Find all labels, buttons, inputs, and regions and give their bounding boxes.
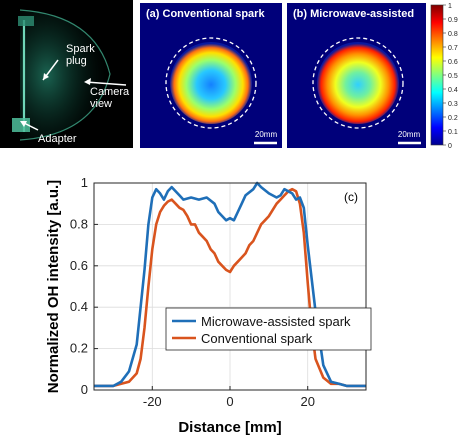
x-tick-label: 0	[226, 394, 233, 409]
legend-label-0: Microwave-assisted spark	[201, 314, 351, 329]
image-a-title: (a) Conventional spark	[146, 8, 265, 20]
camera-view-label: Camera view	[90, 86, 130, 110]
oh-intensity-chart: -20 0 20 0 0.2 0.4 0.6 0.8 1 (c) Distance [mm] N…	[0, 150, 474, 442]
colorbar-svg: 1 0.9 0.8 0.7 0.6 0.5 0.4 0.3 0.2 0.1 0	[430, 3, 458, 148]
adapter-label: Adapter	[38, 133, 77, 145]
chamber-photo: Spark plug Camera view Adapter	[0, 0, 133, 148]
legend-label-1: Conventional spark	[201, 331, 313, 346]
microwave-assisted-image: (b) Microwave-assisted 20mm	[287, 3, 426, 148]
colorbar-tick-label: 0.4	[448, 87, 458, 94]
x-axis-label: Distance [mm]	[178, 419, 281, 436]
intensity-disk-a	[170, 42, 252, 124]
camera-view-arrow	[85, 81, 127, 86]
colorbar: 1 0.9 0.8 0.7 0.6 0.5 0.4 0.3 0.2 0.1 0	[429, 3, 474, 148]
camera-view-arrowhead	[84, 78, 91, 85]
colorbar-tick-label: 0.1	[448, 129, 458, 136]
colorbar-tick-label: 0.7	[448, 45, 458, 52]
colorbar-tick-label: 0	[448, 143, 452, 148]
chamber-photo-svg: Spark plug Camera view Adapter	[0, 0, 133, 148]
y-tick-label: 0.8	[70, 216, 88, 231]
scale-label-b: 20mm	[398, 130, 421, 139]
intensity-disk-b	[317, 42, 399, 124]
y-tick-label: 0.2	[70, 341, 88, 356]
conventional-spark-image: (a) Conventional spark 20mm	[140, 3, 282, 148]
spark-plug-top	[18, 16, 34, 26]
microwave-assisted-svg: (b) Microwave-assisted 20mm	[287, 3, 426, 148]
x-tick-label: 20	[300, 394, 314, 409]
colorbar-tick-label: 0.6	[448, 59, 458, 66]
y-tick-label: 0	[81, 382, 88, 397]
colorbar-tick-label: 0.9	[448, 17, 458, 24]
colorbar-tick-label: 1	[448, 3, 452, 10]
spark-plug-arrowhead	[43, 73, 49, 80]
series-line-0	[94, 181, 366, 388]
adapter-arrowhead	[20, 121, 27, 127]
spark-plug-label: Spark plug	[66, 43, 95, 67]
panel-label: (c)	[344, 190, 358, 204]
y-tick-label: 0.4	[70, 299, 88, 314]
x-tick-label: -20	[143, 394, 162, 409]
series-line-1	[94, 187, 366, 388]
y-tick-label: 1	[81, 175, 88, 190]
dashed-boundary-a	[165, 37, 257, 129]
chamber-outline	[19, 9, 111, 141]
conventional-spark-svg: (a) Conventional spark 20mm	[140, 3, 282, 148]
colorbar-tick-label: 0.3	[448, 101, 458, 108]
legend-box	[165, 307, 372, 351]
colorbar-tick-label: 0.5	[448, 73, 458, 80]
colorbar-tick-label: 0.2	[448, 115, 458, 122]
image-b-title: (b) Microwave-assisted	[293, 8, 414, 20]
legend: Microwave-assisted spark Conventional spa…	[165, 307, 372, 351]
y-tick-label: 0.6	[70, 258, 88, 273]
chart-svg: -20 0 20 0 0.2 0.4 0.6 0.8 1 (c) Distance [mm] N…	[45, 175, 372, 436]
chamber-glow	[20, 10, 110, 140]
colorbar-strip	[430, 4, 444, 146]
dashed-boundary-b	[312, 37, 404, 129]
colorbar-tick-label: 0.8	[448, 31, 458, 38]
y-axis-label: Normalized OH intensity [a.u.]	[45, 180, 62, 393]
scale-label-a: 20mm	[255, 130, 278, 139]
